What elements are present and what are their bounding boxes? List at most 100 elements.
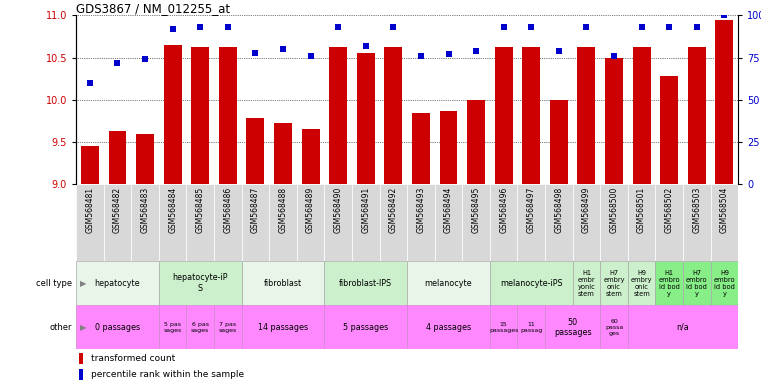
Text: fibroblast: fibroblast — [264, 279, 302, 288]
Text: GSM568491: GSM568491 — [361, 187, 371, 233]
Text: GSM568504: GSM568504 — [720, 187, 729, 233]
Text: 5 passages: 5 passages — [343, 323, 388, 332]
Bar — [301, 129, 320, 184]
Point — [277, 46, 289, 52]
Text: GSM568496: GSM568496 — [499, 187, 508, 233]
Bar — [490, 305, 517, 349]
Bar — [655, 261, 683, 305]
Bar — [440, 111, 457, 184]
Text: melanocyte-iPS: melanocyte-iPS — [500, 279, 562, 288]
Bar — [407, 305, 490, 349]
Bar — [578, 48, 595, 184]
Text: ▶: ▶ — [80, 279, 87, 288]
Text: other: other — [49, 323, 72, 332]
Text: 5 pas
sages: 5 pas sages — [164, 322, 182, 333]
Bar — [715, 20, 734, 184]
Bar — [186, 184, 214, 261]
Bar — [600, 305, 628, 349]
Bar — [628, 184, 655, 261]
Text: GSM568485: GSM568485 — [196, 187, 205, 233]
Text: H7
embro
id bod
y: H7 embro id bod y — [686, 270, 708, 297]
Bar — [357, 53, 374, 184]
Point — [167, 26, 179, 32]
Text: percentile rank within the sample: percentile rank within the sample — [91, 370, 244, 379]
Bar — [79, 369, 83, 380]
Bar — [109, 131, 126, 184]
Text: GSM568488: GSM568488 — [279, 187, 288, 233]
Bar — [495, 48, 513, 184]
Bar — [219, 48, 237, 184]
Point — [498, 24, 510, 30]
Bar — [572, 184, 600, 261]
Text: GSM568483: GSM568483 — [141, 187, 150, 233]
Bar — [103, 184, 132, 261]
Text: n/a: n/a — [677, 323, 689, 332]
Bar — [683, 261, 711, 305]
Point — [221, 24, 234, 30]
Text: H7
embry
onic
stem: H7 embry onic stem — [603, 270, 625, 297]
Text: GSM568490: GSM568490 — [333, 187, 342, 233]
Point — [387, 24, 400, 30]
Text: hepatocyte: hepatocyte — [94, 279, 140, 288]
Bar — [490, 184, 517, 261]
Bar — [76, 305, 159, 349]
Bar — [242, 184, 269, 261]
Bar — [572, 261, 600, 305]
Text: melanocyte: melanocyte — [425, 279, 473, 288]
Text: GSM568498: GSM568498 — [554, 187, 563, 233]
Bar — [683, 184, 711, 261]
Point — [581, 24, 593, 30]
Text: GSM568492: GSM568492 — [389, 187, 398, 233]
Text: 4 passages: 4 passages — [426, 323, 471, 332]
Bar — [269, 184, 297, 261]
Text: GSM568502: GSM568502 — [664, 187, 673, 233]
Bar — [324, 305, 407, 349]
Bar — [655, 184, 683, 261]
Point — [691, 24, 703, 30]
Bar — [517, 184, 545, 261]
Text: GSM568481: GSM568481 — [85, 187, 94, 233]
Bar — [605, 58, 623, 184]
Point — [718, 12, 731, 18]
Text: GSM568493: GSM568493 — [416, 187, 425, 233]
Point — [139, 56, 151, 62]
Point — [663, 24, 675, 30]
Text: 60
passa
ges: 60 passa ges — [605, 319, 623, 336]
Bar — [76, 261, 159, 305]
Bar — [384, 48, 403, 184]
Text: H1
embr
yonic
stem: H1 embr yonic stem — [578, 270, 595, 297]
Text: H9
embry
onic
stem: H9 embry onic stem — [631, 270, 652, 297]
Text: GSM568487: GSM568487 — [251, 187, 260, 233]
Bar — [242, 305, 324, 349]
Bar — [711, 184, 738, 261]
Bar — [380, 184, 407, 261]
Text: GSM568494: GSM568494 — [444, 187, 453, 233]
Bar — [407, 184, 435, 261]
Point — [635, 24, 648, 30]
Text: GSM568499: GSM568499 — [582, 187, 591, 233]
Text: GSM568495: GSM568495 — [472, 187, 481, 233]
Bar — [517, 305, 545, 349]
Point — [304, 53, 317, 59]
Text: GDS3867 / NM_012255_at: GDS3867 / NM_012255_at — [76, 2, 231, 15]
Bar — [159, 305, 186, 349]
Text: 6 pas
sages: 6 pas sages — [191, 322, 209, 333]
Bar — [462, 184, 490, 261]
Text: cell type: cell type — [37, 279, 72, 288]
Bar — [407, 261, 490, 305]
Text: GSM568501: GSM568501 — [637, 187, 646, 233]
Bar — [159, 184, 186, 261]
Point — [250, 50, 262, 56]
Text: GSM568484: GSM568484 — [168, 187, 177, 233]
Bar — [522, 48, 540, 184]
Point — [442, 51, 454, 57]
Text: 7 pas
sages: 7 pas sages — [218, 322, 237, 333]
Bar — [274, 124, 292, 184]
Bar — [545, 184, 572, 261]
Text: GSM568503: GSM568503 — [693, 187, 702, 233]
Bar — [632, 48, 651, 184]
Bar — [159, 261, 242, 305]
Point — [332, 24, 344, 30]
Bar — [324, 184, 352, 261]
Text: 50
passages: 50 passages — [554, 318, 591, 337]
